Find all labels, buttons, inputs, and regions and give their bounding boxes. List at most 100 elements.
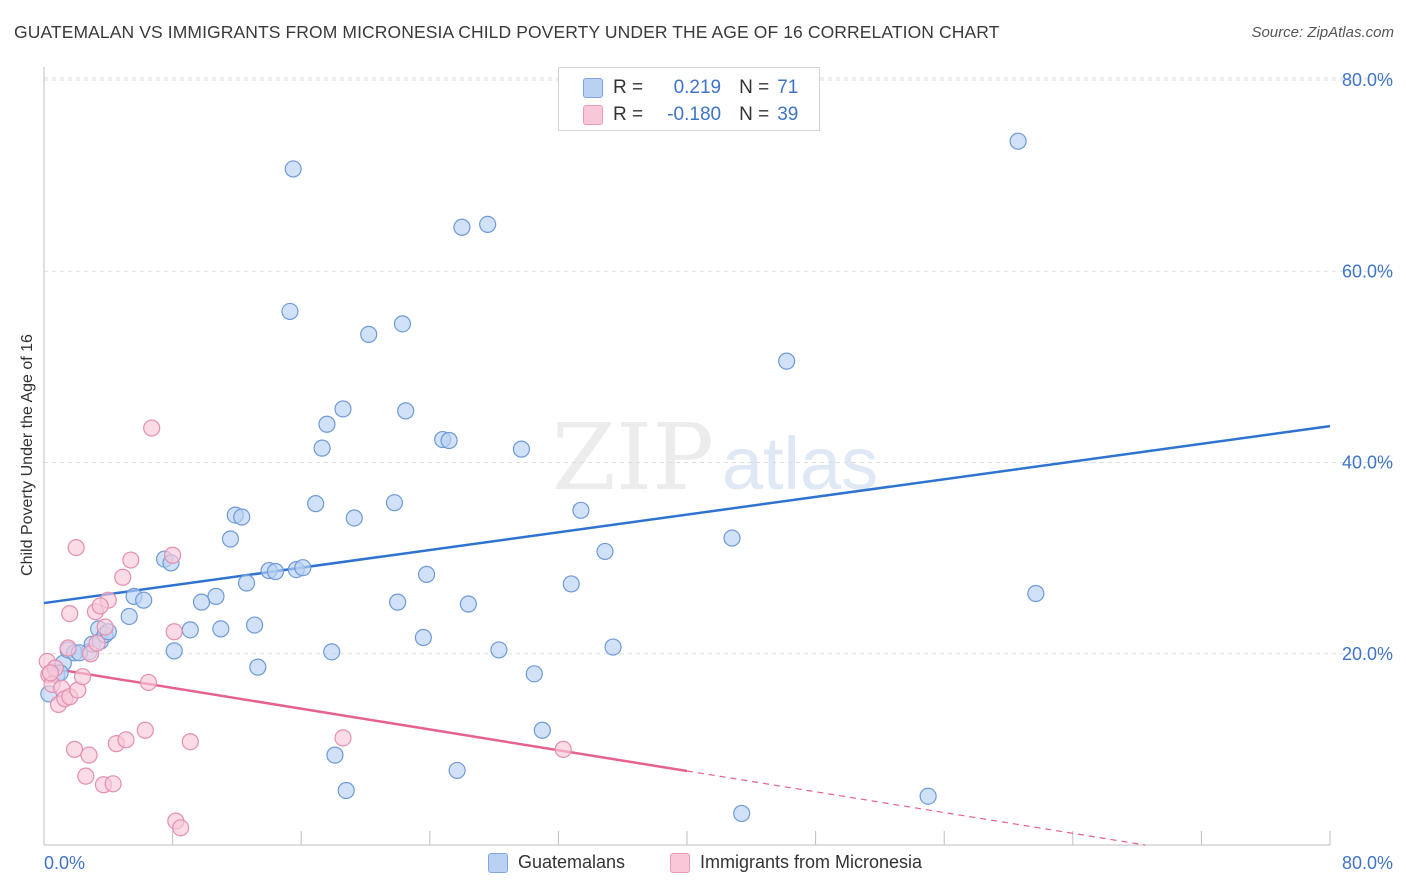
micronesia-point	[80, 746, 98, 764]
micronesia-point	[91, 597, 109, 615]
legend-n-value: 39	[777, 104, 799, 125]
guatemalans-point	[207, 587, 225, 605]
legend-swatch-pink	[670, 852, 690, 873]
guatemalans-point	[533, 721, 551, 739]
micronesia-point	[104, 775, 122, 793]
y-tick-label: 40.0%	[1342, 453, 1393, 473]
micronesia-point	[77, 767, 95, 785]
legend-n-value: 71	[777, 77, 799, 98]
guatemalans-point	[135, 591, 153, 609]
guatemalans-point	[192, 593, 211, 611]
guatemalans-point	[360, 325, 378, 343]
gridlines	[44, 77, 1392, 655]
guatemalans-point	[307, 495, 325, 513]
legend-r-label: R =	[613, 104, 644, 125]
guatemalans-point	[249, 658, 267, 676]
legend-label-micronesia: Immigrants from Micronesia	[700, 852, 923, 872]
micronesia-point	[67, 539, 85, 557]
guatemalans-point	[237, 574, 256, 592]
legend-n-label: N =	[739, 104, 770, 125]
guatemalans-point	[453, 218, 471, 236]
tick-labels: 20.0% 40.0% 60.0% 80.0% 0.0% 80.0%	[44, 70, 1393, 873]
guatemalans-point	[562, 575, 580, 593]
guatemalans-point	[120, 607, 138, 626]
micronesia-point	[139, 673, 158, 692]
x-tick-label-min: 0.0%	[44, 853, 85, 873]
guatemalans-point	[334, 400, 352, 418]
micronesia-point	[73, 668, 92, 686]
legend-row-guatemalans: R = 0.219 N = 71	[583, 76, 798, 100]
watermark-zip: ZIP	[552, 404, 714, 511]
guatemalans-point	[459, 595, 477, 613]
micronesia-point	[172, 819, 190, 837]
micronesia-point	[165, 623, 183, 641]
guatemalans-point	[778, 352, 796, 370]
guatemalans-point	[212, 620, 230, 638]
trend-line-dashed	[686, 770, 1146, 846]
micronesia-point	[59, 639, 77, 657]
guatemalans-point	[572, 501, 590, 519]
micronesia-point	[143, 419, 161, 437]
legend-r-value: -0.180	[667, 104, 722, 125]
zipatlas-watermark: ZIP atlas	[552, 404, 878, 511]
guatemalans-point	[284, 160, 302, 178]
guatemalans-point	[313, 439, 331, 457]
guatemalans-point	[233, 508, 251, 526]
x-tick-label-max: 80.0%	[1342, 853, 1393, 873]
guatemalans-point	[448, 761, 466, 780]
guatemalans-point	[525, 665, 543, 683]
micronesia-point	[136, 721, 154, 739]
micronesia-points	[38, 419, 572, 837]
guatemalans-point	[326, 746, 344, 764]
chart-title: GUATEMALAN VS IMMIGRANTS FROM MICRONESIA…	[14, 22, 1000, 42]
legend-r-value: 0.219	[673, 77, 722, 98]
guatemalans-point	[345, 509, 363, 527]
guatemalans-point	[245, 616, 264, 634]
y-tick-label: 60.0%	[1342, 261, 1393, 281]
legend-label-guatemalans: Guatemalans	[518, 852, 626, 872]
legend-swatch-pink	[583, 105, 603, 125]
guatemalans-points	[40, 132, 1045, 823]
guatemalans-point	[733, 804, 751, 823]
micronesia-point	[117, 731, 135, 749]
micronesia-point	[88, 634, 106, 652]
guatemalans-point	[318, 415, 336, 433]
legend-swatch-blue	[583, 78, 603, 98]
legend-row-micronesia: R = -0.180 N = 39	[583, 103, 798, 127]
guatemalans-point	[181, 621, 199, 639]
guatemalans-point	[266, 562, 285, 581]
guatemalans-point	[389, 593, 407, 611]
guatemalans-point	[723, 529, 741, 547]
guatemalans-point	[479, 215, 497, 233]
guatemalans-point	[221, 530, 240, 548]
guatemalans-point	[604, 638, 622, 656]
y-tick-label: 80.0%	[1342, 70, 1393, 90]
micronesia-point	[554, 740, 572, 758]
guatemalans-point	[337, 781, 355, 800]
micronesia-point	[181, 733, 199, 751]
source-credit: Source: ZipAtlas.com	[1251, 24, 1394, 41]
guatemalans-point	[512, 440, 531, 458]
guatemalans-point	[323, 643, 341, 661]
guatemalans-point	[596, 542, 614, 561]
micronesia-point	[114, 568, 132, 586]
micronesia-point	[164, 546, 182, 564]
guatemalans-point	[414, 628, 432, 647]
trend-line	[43, 424, 1331, 605]
guatemalans-point	[385, 494, 404, 512]
micronesia-point	[96, 618, 114, 636]
bottom-legend-guatemalans: Guatemalans	[488, 852, 625, 873]
micronesia-trend	[43, 665, 1146, 846]
micronesia-point	[61, 604, 79, 623]
guatemalans-point	[919, 787, 937, 805]
guatemalans-trend	[43, 424, 1331, 605]
micronesia-point	[41, 664, 60, 682]
legend-r-label: R =	[613, 77, 644, 98]
micronesia-point	[122, 551, 140, 569]
guatemalans-point	[165, 642, 183, 660]
micronesia-point	[65, 740, 84, 758]
legend-n-label: N =	[739, 77, 770, 98]
micronesia-point	[334, 729, 352, 747]
guatemalans-point	[490, 641, 508, 659]
guatemalans-point	[1027, 584, 1045, 603]
